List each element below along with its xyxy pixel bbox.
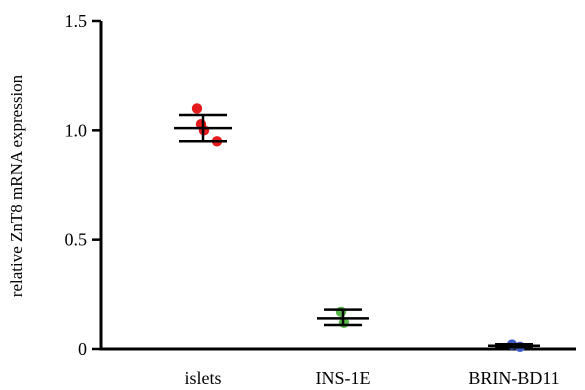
y-tick-label: 0 bbox=[78, 339, 87, 359]
data-point bbox=[335, 306, 347, 318]
data-groups bbox=[174, 103, 540, 353]
group-brin-bd11 bbox=[488, 339, 540, 353]
group-islets bbox=[174, 103, 232, 147]
y-axis: 0 0.5 1.0 1.5 bbox=[65, 11, 103, 359]
x-axis: islets INS-1E BRIN-BD11 bbox=[99, 347, 576, 388]
y-axis-title: relative ZnT8 mRNA expression bbox=[7, 74, 26, 297]
x-category-label: BRIN-BD11 bbox=[468, 368, 559, 388]
y-tick-label: 1.0 bbox=[65, 120, 88, 140]
x-category-label: INS-1E bbox=[316, 368, 371, 388]
x-category-label: islets bbox=[184, 368, 221, 388]
group-ins-1e bbox=[317, 306, 369, 328]
y-tick-label: 0.5 bbox=[65, 230, 88, 250]
y-tick-label: 1.5 bbox=[65, 11, 88, 31]
data-point bbox=[191, 103, 203, 114]
